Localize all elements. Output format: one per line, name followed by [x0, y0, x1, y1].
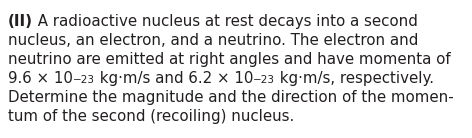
- Text: nucleus, an electron, and a neutrino. The electron and: nucleus, an electron, and a neutrino. Th…: [8, 33, 418, 48]
- Text: −23: −23: [73, 75, 95, 85]
- Text: tum of the second (recoiling) nucleus.: tum of the second (recoiling) nucleus.: [8, 109, 294, 124]
- Text: Determine the magnitude and the direction of the momen-: Determine the magnitude and the directio…: [8, 90, 454, 105]
- Text: neutrino are emitted at right angles and have momenta of: neutrino are emitted at right angles and…: [8, 52, 451, 67]
- Text: kg·m/s, respectively.: kg·m/s, respectively.: [275, 71, 434, 86]
- Text: −23: −23: [253, 75, 275, 85]
- Text: 9.6 × 10: 9.6 × 10: [8, 71, 73, 86]
- Text: kg·m/s and 6.2 × 10: kg·m/s and 6.2 × 10: [95, 71, 253, 86]
- Text: (II): (II): [8, 14, 33, 29]
- Text: A radioactive nucleus at rest decays into a second: A radioactive nucleus at rest decays int…: [33, 14, 418, 29]
